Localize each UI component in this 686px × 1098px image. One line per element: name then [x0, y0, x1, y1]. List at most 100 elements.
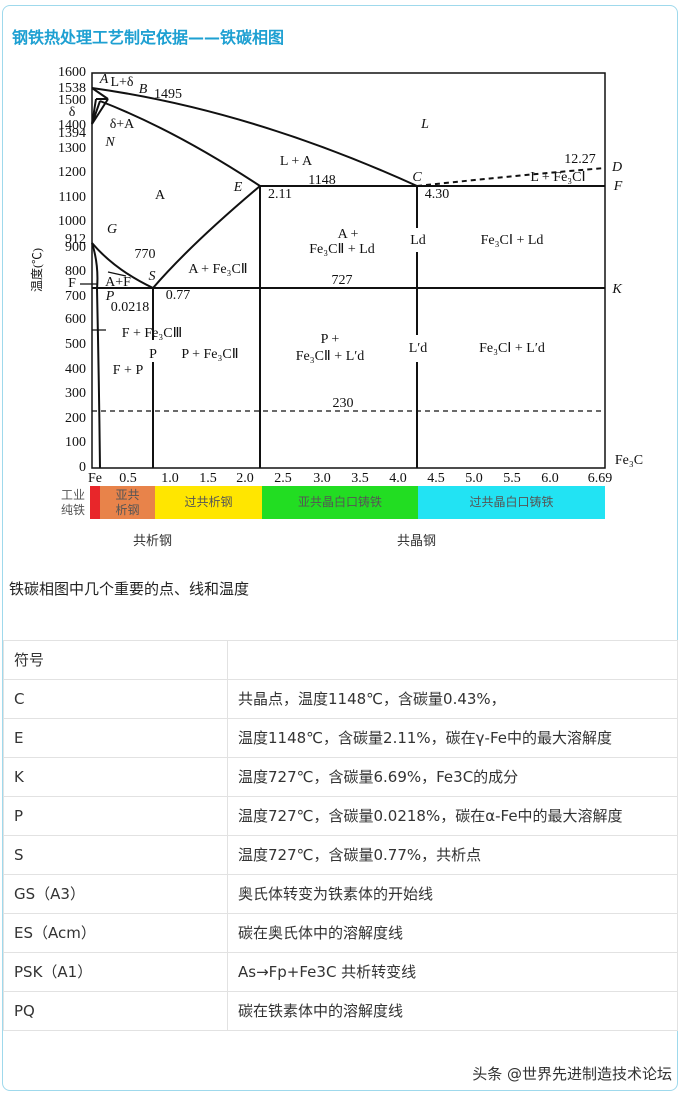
table-cell: C [3, 679, 228, 719]
region-label: Fe₃CⅡ + Ld [309, 242, 375, 257]
x-tick-label: 4.5 [427, 471, 445, 486]
region-label: A+F [105, 275, 131, 290]
table-row: ES（Acm） 碳在奥氏体中的溶解度线 [3, 913, 678, 953]
x-tick-label: 4.0 [389, 471, 407, 486]
x-tick-label: 2.0 [236, 471, 254, 486]
region-label: A [155, 188, 166, 203]
card [2, 5, 678, 1091]
y-tick-label: 1538 [58, 81, 86, 96]
region-label: P [105, 289, 115, 304]
region-label: D [611, 160, 622, 175]
region-label: F + P [113, 363, 144, 378]
watermark: 头条 @世界先进制造技术论坛 [472, 1065, 672, 1083]
y-tick-label: 200 [65, 411, 86, 426]
region-label: L [420, 117, 429, 132]
y-tick-label: 900 [65, 240, 86, 255]
region-label: S [149, 269, 156, 284]
region-label: 2.11 [268, 187, 292, 202]
region-label: F + Fe₃CⅢ [122, 326, 183, 341]
region-label: 1495 [154, 87, 182, 102]
table-cell: E [3, 718, 228, 758]
y-tick-label: 1400 [58, 118, 86, 133]
region-label: F [68, 276, 76, 291]
table-row: 符号 [3, 640, 678, 680]
title: 钢铁热处理工艺制定依据——铁碳相图 [12, 28, 285, 47]
band-label: 工业纯铁 [60, 487, 85, 517]
region-label: δ+A [110, 117, 135, 132]
band-swatch [90, 486, 100, 519]
y-tick-label: 1000 [58, 214, 86, 229]
x-tick-label: 0.5 [119, 471, 137, 486]
region-label: E [233, 180, 243, 195]
table-cell: 奥氏体转变为铁素体的开始线 [227, 874, 678, 914]
diagram-lines [80, 72, 606, 469]
y-tick-label: 1500 [58, 93, 86, 108]
table-cell: K [3, 757, 228, 797]
y-tick-label: 1100 [59, 190, 86, 205]
table-cell: GS（A3） [3, 874, 228, 914]
region-label: L + A [280, 154, 313, 169]
table-cell: PQ [3, 991, 228, 1031]
y-tick-label: 600 [65, 312, 86, 327]
band-label: 亚共晶白口铸铁 [297, 495, 382, 509]
composition-band: 工业纯铁 [58, 486, 88, 519]
region-label: P + [321, 332, 340, 347]
y-tick-label: 0 [79, 460, 86, 475]
steel-label: 共晶钢 [397, 534, 437, 549]
y-tick-label: 700 [65, 289, 86, 304]
table-cell [227, 640, 678, 680]
region-label: 770 [135, 247, 156, 262]
phase-diagram: 1600153815001400139413001200110010009129… [29, 65, 643, 486]
region-label: 0.77 [166, 288, 191, 303]
table-cell: 温度1148℃，含碳量2.11%，碳在γ-Fe中的最大溶解度 [227, 718, 678, 758]
region-label: 1148 [308, 173, 335, 188]
x-tick-label: 5.5 [503, 471, 521, 486]
region-label: Fe₃CⅡ + L′d [296, 349, 365, 364]
x-tick-label: 2.5 [274, 471, 292, 486]
y-tick-label: 1600 [58, 65, 86, 80]
table-row: C 共晶点，温度1148℃，含碳量0.43%， [3, 679, 678, 719]
table-cell: P [3, 796, 228, 836]
region-label: P + Fe₃CⅡ [181, 347, 238, 362]
table-cell: 温度727℃，含碳量0.77%，共析点 [227, 835, 678, 875]
x-tick-label: Fe [88, 471, 102, 486]
region-label: Fe₃C [615, 453, 643, 468]
y-tick-label: 800 [65, 264, 86, 279]
table-row: GS（A3） 奥氏体转变为铁素体的开始线 [3, 874, 678, 914]
table-row: S 温度727℃，含碳量0.77%，共析点 [3, 835, 678, 875]
y-tick-label: 500 [65, 337, 86, 352]
composition-band: 过共析钢 [155, 486, 262, 519]
x-tick-label: 3.0 [313, 471, 331, 486]
region-label: B [139, 82, 148, 97]
table-row: P 温度727℃，含碳量0.0218%，碳在α-Fe中的最大溶解度 [3, 796, 678, 836]
region-label: 4.30 [425, 187, 450, 202]
composition-band: 亚共晶白口铸铁 [262, 486, 418, 519]
x-tick-label: 1.0 [161, 471, 179, 486]
region-label: 727 [332, 273, 353, 288]
table-cell: 符号 [3, 640, 228, 680]
table-cell: 碳在奥氏体中的溶解度线 [227, 913, 678, 953]
table-row: K 温度727℃，含碳量6.69%，Fe3C的成分 [3, 757, 678, 797]
table-cell: S [3, 835, 228, 875]
table-cell: ES（Acm） [3, 913, 228, 953]
y-tick-label: 100 [65, 435, 86, 450]
region-label: Fe₃CⅠ + L′d [479, 341, 545, 356]
table-cell: 温度727℃，含碳量6.69%，Fe3C的成分 [227, 757, 678, 797]
y-tick-label: 400 [65, 362, 86, 377]
band-label: 过共析钢 [184, 495, 233, 509]
steel-label: 共析钢 [133, 534, 173, 549]
table-row: PQ 碳在铁素体中的溶解度线 [3, 991, 678, 1031]
region-label: δ [69, 105, 76, 120]
y-tick-label: 1300 [58, 141, 86, 156]
region-label: C [412, 170, 422, 185]
composition-band: 亚共析钢 [100, 486, 155, 519]
table-cell: 碳在铁素体中的溶解度线 [227, 991, 678, 1031]
table-cell: PSK（A1） [3, 952, 228, 992]
x-tick-label: 6.0 [541, 471, 559, 486]
region-label: 230 [333, 396, 354, 411]
y-axis-label: 温度(℃) [29, 248, 44, 292]
region-label: 12.27 [564, 152, 596, 167]
x-tick-label: 1.5 [199, 471, 217, 486]
y-tick-label: 912 [65, 232, 86, 247]
table-cell: 共晶点，温度1148℃，含碳量0.43%， [227, 679, 678, 719]
